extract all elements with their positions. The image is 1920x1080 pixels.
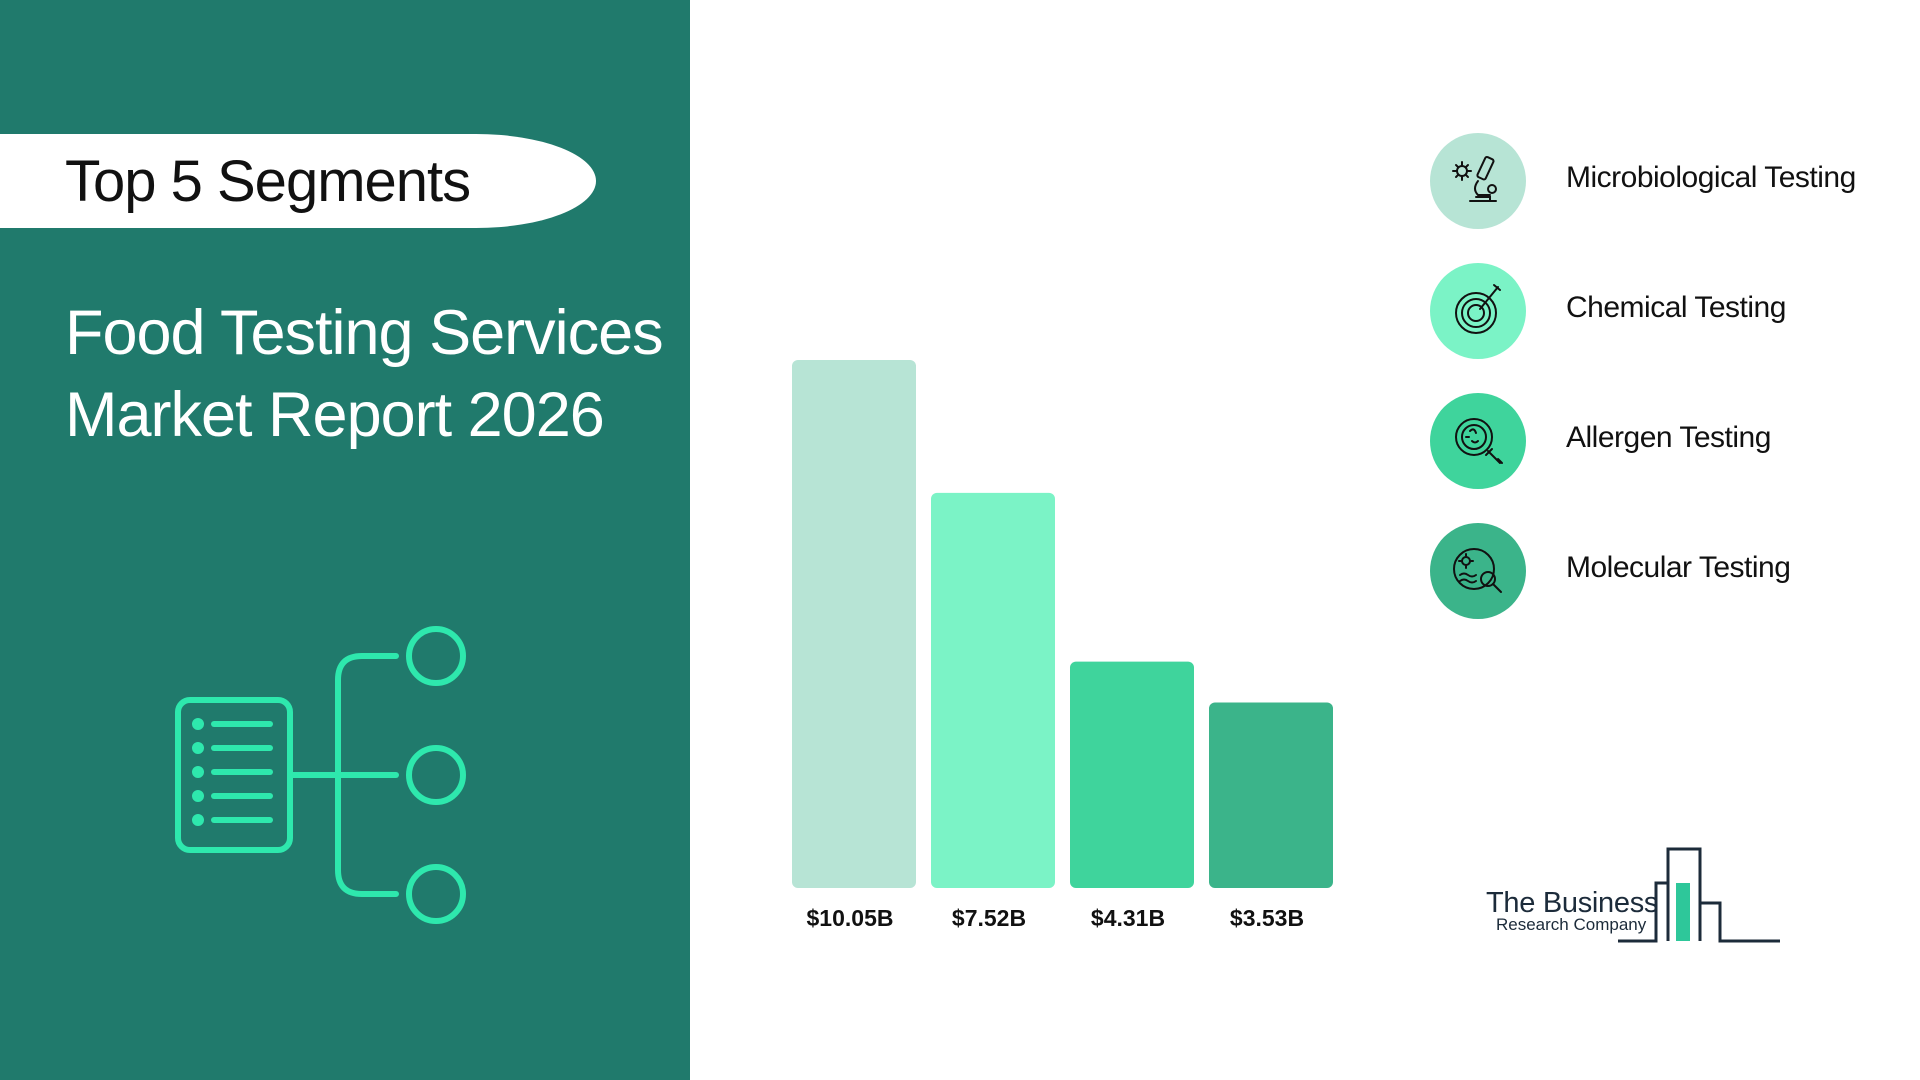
report-title-line1: Food Testing Services xyxy=(65,298,664,368)
segments-tree-icon xyxy=(175,626,466,924)
bacteria-magnifier-icon xyxy=(1453,548,1502,593)
legend-label-allergen: Allergen Testing xyxy=(1566,421,1771,454)
legend-label-microbiological: Microbiological Testing xyxy=(1566,161,1856,194)
legend-swatch-microbiological xyxy=(1430,133,1526,229)
legend-item-chemical: Chemical Testing xyxy=(1430,263,1890,359)
bar-value-label: $3.53B xyxy=(1230,905,1304,931)
legend-swatch-allergen xyxy=(1430,393,1526,489)
petri-dish-icon xyxy=(1455,284,1501,334)
segments-pill xyxy=(0,134,596,228)
bar-value-label: $10.05B xyxy=(807,905,894,931)
legend-item-allergen: Allergen Testing xyxy=(1430,393,1890,489)
report-title: Food Testing Services Market Report 2026 xyxy=(65,292,685,456)
legend-label-molecular: Molecular Testing xyxy=(1566,551,1791,584)
bar-molecular-testing xyxy=(1209,702,1333,888)
allergen-dropper-icon xyxy=(1455,418,1503,464)
bar-value-label: $4.31B xyxy=(1091,905,1165,931)
bar-value-label: $7.52B xyxy=(952,905,1026,931)
report-title-line2: Market Report 2026 xyxy=(65,380,605,450)
legend-item-molecular: Molecular Testing xyxy=(1430,523,1890,619)
microscope-icon xyxy=(1452,155,1497,202)
legend-label-chemical: Chemical Testing xyxy=(1566,291,1786,324)
bar-microbiological-testing xyxy=(792,360,916,888)
logo-buildings-icon xyxy=(1618,847,1780,943)
bar-allergen-testing xyxy=(1070,661,1194,888)
logo-text-line2: Research Company xyxy=(1496,915,1647,934)
legend-swatch-molecular xyxy=(1430,523,1526,619)
company-logo: The Business Research Company xyxy=(1480,845,1800,945)
segments-pill-label: Top 5 Segments xyxy=(65,149,471,214)
bar-chemical-testing xyxy=(931,492,1055,888)
legend-swatch-chemical xyxy=(1430,263,1526,359)
logo-accent-bar xyxy=(1676,883,1690,941)
legend-item-microbiological: Microbiological Testing xyxy=(1430,133,1890,229)
logo-text-line1: The Business xyxy=(1486,887,1659,919)
bar-chart: $10.05B $7.52B $4.31B $3.53B xyxy=(792,360,1333,931)
